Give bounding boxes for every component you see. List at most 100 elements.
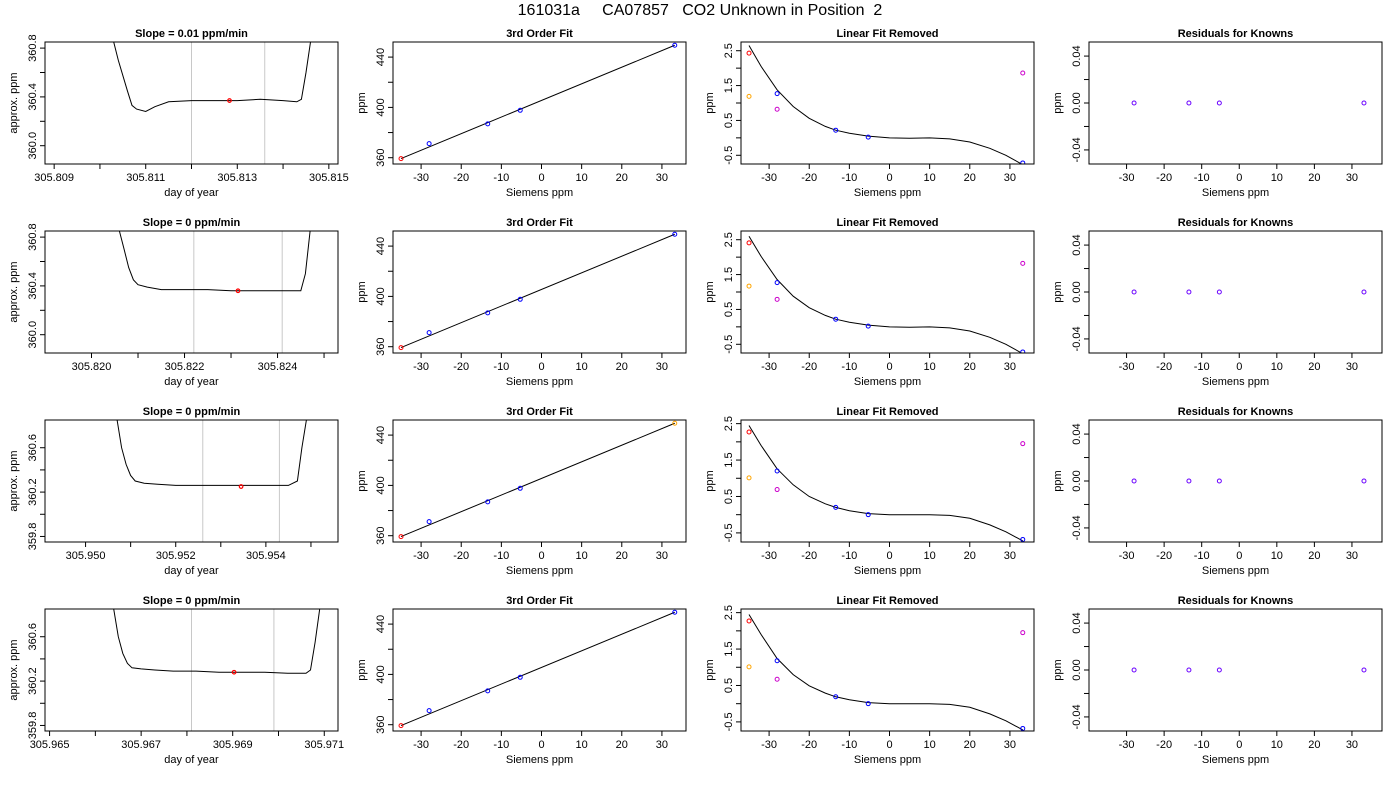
x-tick-label: 30 [1004, 172, 1016, 184]
x-tick-label: -20 [801, 550, 817, 562]
chart-r4-residuals: Residuals for Knowns -30 -20 -10 0 10 20 30 -0.0… [1052, 595, 1383, 766]
y-tick-label: 440 [375, 237, 387, 255]
chart-r2-time: Slope = 0 ppm/min 305.820 305.822 305.824 36… [8, 217, 339, 388]
x-tick-label: 30 [1346, 172, 1358, 184]
y-tick-label: 360.4 [27, 83, 39, 111]
data-point [774, 676, 780, 682]
x-tick-label: -20 [453, 172, 469, 184]
x-tick-label: 20 [964, 361, 976, 373]
y-tick-label: 0.5 [723, 678, 735, 693]
x-tick-label: 10 [924, 361, 936, 373]
data-point [833, 504, 839, 510]
data-point [774, 658, 780, 664]
average-marker [227, 98, 232, 103]
x-tick-label: 305.811 [126, 172, 165, 184]
x-tick-label: -20 [1156, 361, 1172, 373]
y-tick-label: 360.2 [27, 667, 39, 695]
y-tick-label: -0.04 [1071, 326, 1083, 351]
x-tick-label: 20 [616, 361, 628, 373]
chart-r3-time: Slope = 0 ppm/min 305.950 305.952 305.954 35… [8, 406, 339, 577]
chart-r2-fit: 3rd Order Fit -30 -20 -10 0 10 20 30 360 400 440 Si… [356, 217, 687, 388]
x-tick-label: -30 [1119, 550, 1135, 562]
plot-frame [740, 230, 1035, 354]
x-tick-label: 30 [656, 739, 668, 751]
data-point [746, 93, 752, 99]
chart-title: Slope = 0 ppm/min [143, 595, 241, 607]
y-axis-label: ppm [704, 659, 716, 680]
x-axis-label: Siemens ppm [1202, 565, 1269, 577]
x-tick-label: 30 [1004, 550, 1016, 562]
chart-title: Residuals for Knowns [1178, 595, 1294, 607]
x-axis-label: day of year [164, 565, 219, 577]
data-point [672, 609, 678, 615]
chart-title: Linear Fit Removed [836, 595, 938, 607]
x-tick-label: -10 [493, 172, 509, 184]
x-axis-label: Siemens ppm [1202, 754, 1269, 766]
data-point [398, 723, 404, 729]
x-tick-label: 0 [886, 361, 892, 373]
chart-r2-residuals: Residuals for Knowns -30 -20 -10 0 10 20 30 -0.0… [1052, 217, 1383, 388]
chart-r1-linear-removed: Linear Fit Removed -30 -20 -10 0 10 20 30 -0.5 0.… [704, 28, 1035, 199]
average-marker [231, 669, 237, 675]
y-tick-label: 0.5 [723, 113, 735, 128]
data-point [1361, 667, 1367, 673]
fit-line [400, 422, 675, 538]
data-point [1216, 667, 1222, 673]
x-axis-label: day of year [164, 376, 219, 388]
x-tick-label: -10 [841, 739, 857, 751]
x-tick-label: -10 [493, 550, 509, 562]
x-tick-label: -10 [493, 739, 509, 751]
x-tick-label: -10 [1194, 739, 1210, 751]
chart-title: 3rd Order Fit [506, 406, 573, 418]
y-tick-label: 400 [375, 98, 387, 116]
chart-r4-linear-removed: Linear Fit Removed -30 -20 -10 0 10 20 30 -0.5 0.… [704, 595, 1035, 766]
x-tick-label: 305.954 [246, 550, 286, 562]
data-point [485, 121, 491, 127]
data-layer [119, 231, 311, 353]
x-axis-label: Siemens ppm [1202, 376, 1269, 388]
data-layer [398, 42, 678, 162]
data-point [517, 107, 523, 113]
x-tick-label: 0 [1236, 361, 1242, 373]
y-tick-label: 0.00 [1071, 281, 1083, 302]
y-axis-label: ppm [704, 92, 716, 113]
x-axis-label: Siemens ppm [506, 754, 573, 766]
x-axis-label: Siemens ppm [506, 565, 573, 577]
data-point [1131, 478, 1137, 484]
data-point [485, 310, 491, 316]
x-tick-label: 10 [924, 172, 936, 184]
x-tick-label: -20 [453, 361, 469, 373]
data-point [1186, 289, 1192, 295]
x-tick-label: 20 [616, 172, 628, 184]
x-tick-label: 305.820 [72, 361, 112, 373]
y-tick-label: 360 [375, 149, 387, 167]
y-tick-label: 2.5 [723, 232, 735, 247]
data-layer [1131, 100, 1367, 106]
x-tick-label: 0 [1236, 739, 1242, 751]
chart-r4-time: Slope = 0 ppm/min 305.965 305.967 305.969 30… [8, 595, 344, 766]
data-point [1020, 725, 1026, 731]
x-tick-label: 305.822 [165, 361, 205, 373]
x-tick-label: 30 [1346, 361, 1358, 373]
data-point [865, 134, 871, 140]
data-layer [746, 425, 1026, 542]
data-point [1020, 160, 1026, 164]
y-tick-label: 400 [375, 476, 387, 494]
chart-r1-fit: 3rd Order Fit -30 -20 -10 0 10 20 30 360 400 440 Si… [356, 28, 687, 199]
x-tick-label: 10 [1271, 739, 1283, 751]
chart-r4-fit: 3rd Order Fit -30 -20 -10 0 10 20 30 360 400 440 Si… [356, 595, 687, 766]
x-tick-label: 30 [1346, 550, 1358, 562]
x-tick-label: 305.952 [156, 550, 196, 562]
y-axis-label: ppm [356, 92, 368, 113]
data-point [485, 688, 491, 694]
x-tick-label: 10 [576, 361, 588, 373]
x-tick-label: -30 [413, 172, 429, 184]
fit-line [400, 233, 675, 349]
chart-r1-time: Slope = 0.01 ppm/min 305.809 305.811 305.81… [8, 28, 349, 199]
x-tick-label: 20 [964, 172, 976, 184]
chart-title: 3rd Order Fit [506, 217, 573, 229]
x-tick-label: 20 [616, 739, 628, 751]
data-point [833, 127, 839, 133]
cubic-curve [748, 45, 1022, 164]
data-point [1186, 667, 1192, 673]
